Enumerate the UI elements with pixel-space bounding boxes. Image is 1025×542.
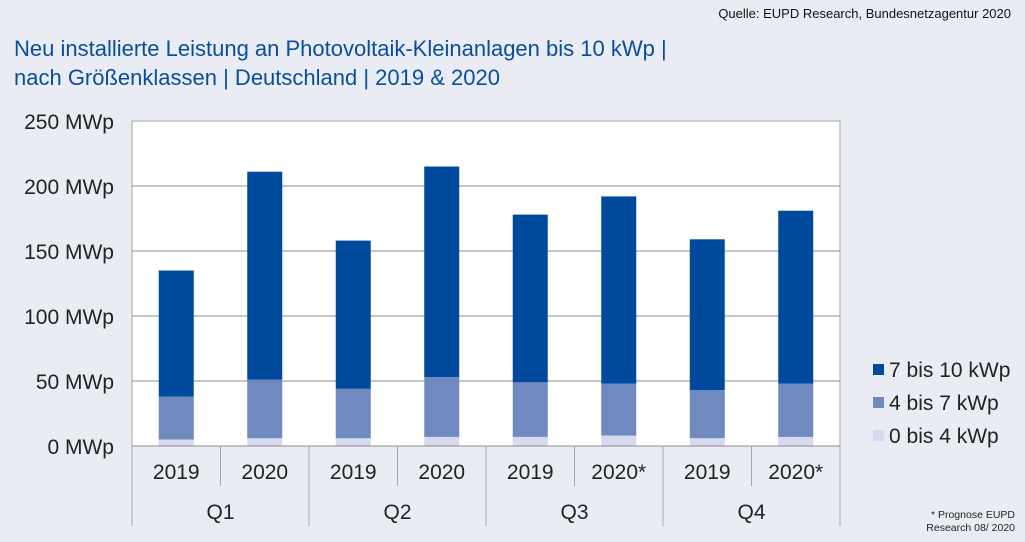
bar-segment (424, 436, 460, 446)
legend-swatch (873, 430, 884, 441)
x-category-label: 2019 (507, 461, 554, 484)
y-tick-label: 100 MWp (24, 306, 114, 329)
y-tick-label: 200 MWp (24, 176, 114, 199)
x-category-label: 2020 (241, 461, 288, 484)
plot-area (131, 120, 841, 447)
bars (158, 166, 814, 446)
bar-segment (689, 239, 725, 391)
legend-swatch (873, 397, 884, 408)
x-category-label: 2020* (768, 461, 823, 484)
bar-segment (778, 383, 814, 437)
x-group-label: Q4 (737, 501, 765, 524)
legend-label: 7 bis 10 kWp (889, 359, 1010, 382)
y-tick-label: 0 MWp (47, 436, 114, 459)
bar-segment (247, 171, 283, 380)
x-group-label: Q3 (560, 501, 588, 524)
bar-segment (158, 270, 194, 397)
x-group-label: Q2 (383, 501, 411, 524)
x-category-label: 2020 (418, 461, 465, 484)
bar-segment (335, 438, 371, 446)
footnote: * Prognose EUPD Research 08/ 2020 (926, 509, 1015, 535)
bar-segment (335, 240, 371, 389)
x-category-label: 2019 (684, 461, 731, 484)
bar-segment (512, 214, 548, 383)
x-category-label: 2019 (330, 461, 377, 484)
legend-label: 0 bis 4 kWp (889, 425, 999, 448)
bar-segment (601, 383, 637, 436)
footnote-line-2: Research 08/ 2020 (926, 522, 1015, 534)
bar-segment (689, 390, 725, 439)
bar-segment (335, 388, 371, 439)
bar-segment (778, 436, 814, 446)
legend: 7 bis 10 kWp 4 bis 7 kWp 0 bis 4 kWp (873, 359, 1010, 448)
bar-segment (247, 438, 283, 446)
x-axis: 2019 2020 2019 2020 2019 2020* 2019 2020* Q1 Q2 Q3… (131, 445, 841, 526)
bar-segment (158, 439, 194, 446)
y-tick-label: 250 MWp (24, 111, 114, 134)
chart-title-line-2: nach Größenklassen | Deutschland | 2019 … (14, 65, 500, 90)
y-tick-label: 150 MWp (24, 241, 114, 264)
legend-swatch (873, 364, 884, 375)
bar-segment (601, 435, 637, 446)
legend-label: 4 bis 7 kWp (889, 392, 999, 415)
source-note: Quelle: EUPD Research, Bundesnetzagentur… (718, 6, 1011, 21)
bar-segment (601, 196, 637, 384)
bar-segment (512, 382, 548, 437)
bar-segment (689, 438, 725, 446)
y-axis-ticks: 0 MWp 50 MWp 100 MWp 150 MWp 200 MWp 250 MWp (24, 111, 114, 459)
bar-segment (424, 377, 460, 437)
footnote-line-1: * Prognose EUPD (930, 509, 1015, 521)
x-group-label: Q1 (206, 501, 234, 524)
y-tick-label: 50 MWp (36, 371, 114, 394)
x-category-label: 2020* (591, 461, 646, 484)
bar-segment (424, 166, 460, 378)
chart-title: Neu installierte Leistung an Photovoltai… (14, 34, 667, 92)
bar-segment (778, 210, 814, 384)
x-category-label: 2019 (153, 461, 200, 484)
bar-segment (512, 436, 548, 446)
bar-segment (247, 379, 283, 439)
bar-segment (158, 396, 194, 440)
chart-title-line-1: Neu installierte Leistung an Photovoltai… (14, 36, 667, 61)
